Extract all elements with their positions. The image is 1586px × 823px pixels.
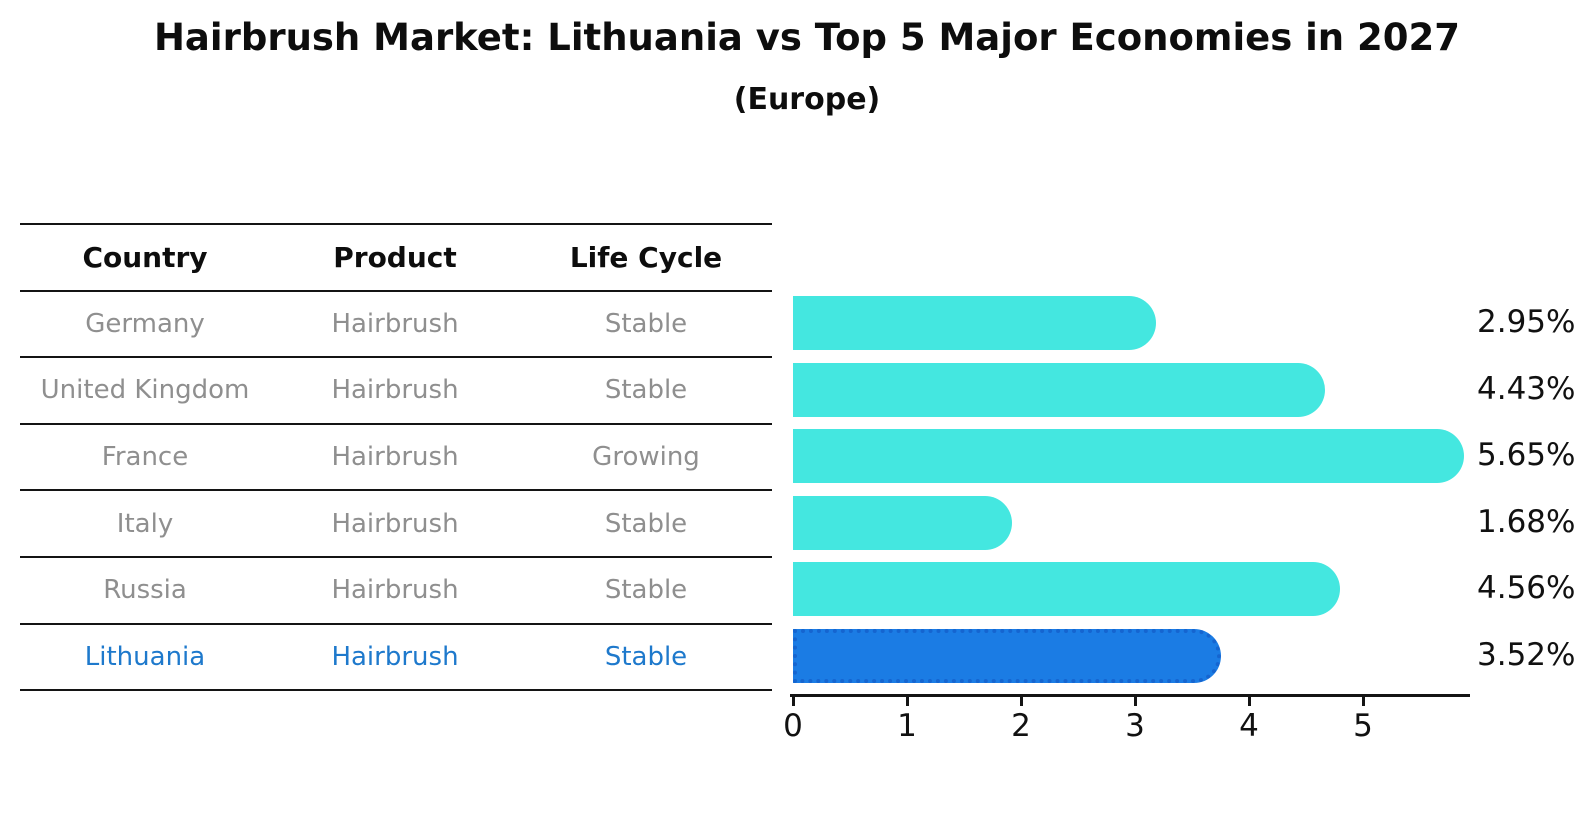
table-header-row: Country Product Life Cycle (20, 225, 772, 292)
value-label-germany: 2.95% (1477, 303, 1576, 340)
cell-life-cycle: Stable (604, 308, 688, 339)
cell-product: Hairbrush (331, 575, 459, 606)
cell-country: Germany (85, 308, 205, 339)
column-header-product: Product (333, 240, 457, 274)
bar-italy (793, 495, 1012, 550)
chart-title: Hairbrush Market: Lithuania vs Top 5 Maj… (153, 16, 1461, 59)
table-row-russia: Russia Hairbrush Stable (20, 558, 772, 625)
country-table: Country Product Life Cycle Germany Hairbrus… (20, 223, 772, 692)
cell-life-cycle: Stable (604, 508, 688, 539)
cell-life-cycle: Growing (592, 442, 700, 473)
value-label-united-kingdom: 4.43% (1477, 370, 1576, 407)
cell-product: Hairbrush (331, 641, 459, 672)
chart-subtitle: (Europe) (733, 82, 881, 117)
column-header-country: Country (82, 240, 208, 274)
tick-mark-5 (1361, 696, 1365, 706)
cell-product: Hairbrush (331, 508, 459, 539)
bar-france (793, 429, 1465, 484)
bar-russia (793, 562, 1340, 617)
cell-life-cycle: Stable (604, 641, 688, 672)
cell-product: Hairbrush (331, 308, 459, 339)
tick-label-4: 4 (1239, 708, 1259, 744)
bar-germany (793, 295, 1157, 350)
table-row-germany: Germany Hairbrush Stable (20, 292, 772, 359)
cell-country: Italy (116, 508, 174, 539)
tick-label-2: 2 (1011, 708, 1031, 744)
table-row-france: France Hairbrush Growing (20, 425, 772, 492)
cell-life-cycle: Stable (604, 575, 688, 606)
table-body: Germany Hairbrush Stable United Kingdom Hair… (20, 292, 772, 692)
table-row-united-kingdom: United Kingdom Hairbrush Stable (20, 358, 772, 425)
tick-mark-3 (1133, 696, 1137, 706)
tick-mark-2 (1019, 696, 1023, 706)
x-axis-line (790, 694, 1470, 697)
tick-label-1: 1 (897, 708, 917, 744)
cell-product: Hairbrush (331, 442, 459, 473)
cell-country: France (101, 442, 189, 473)
cell-country: Lithuania (84, 641, 206, 672)
table-row-italy: Italy Hairbrush Stable (20, 491, 772, 558)
table-row-lithuania: Lithuania Hairbrush Stable (20, 625, 772, 692)
value-label-russia: 4.56% (1477, 570, 1576, 607)
bar-united-kingdom (793, 362, 1326, 417)
cell-country: Russia (103, 575, 187, 606)
tick-label-5: 5 (1353, 708, 1373, 744)
value-label-italy: 1.68% (1477, 503, 1576, 540)
tick-mark-0 (791, 696, 795, 706)
tick-mark-1 (905, 696, 909, 706)
bar-lithuania (793, 628, 1222, 683)
tick-mark-4 (1247, 696, 1251, 706)
value-label-lithuania: 3.52% (1477, 636, 1576, 673)
tick-label-3: 3 (1125, 708, 1145, 744)
column-header-life-cycle: Life Cycle (569, 240, 723, 274)
tick-label-0: 0 (783, 708, 803, 744)
cell-product: Hairbrush (331, 375, 459, 406)
cell-country: United Kingdom (40, 375, 250, 406)
value-label-france: 5.65% (1477, 437, 1576, 474)
cell-life-cycle: Stable (604, 375, 688, 406)
